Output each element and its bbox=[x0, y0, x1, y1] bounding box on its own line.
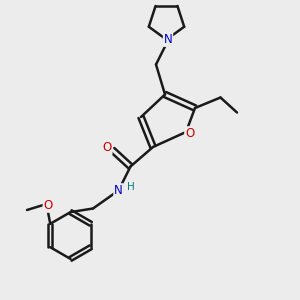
Text: N: N bbox=[164, 33, 172, 46]
Text: O: O bbox=[44, 199, 52, 212]
Text: O: O bbox=[185, 127, 194, 140]
Text: N: N bbox=[114, 184, 123, 197]
Text: O: O bbox=[103, 141, 112, 154]
Text: H: H bbox=[127, 182, 135, 192]
